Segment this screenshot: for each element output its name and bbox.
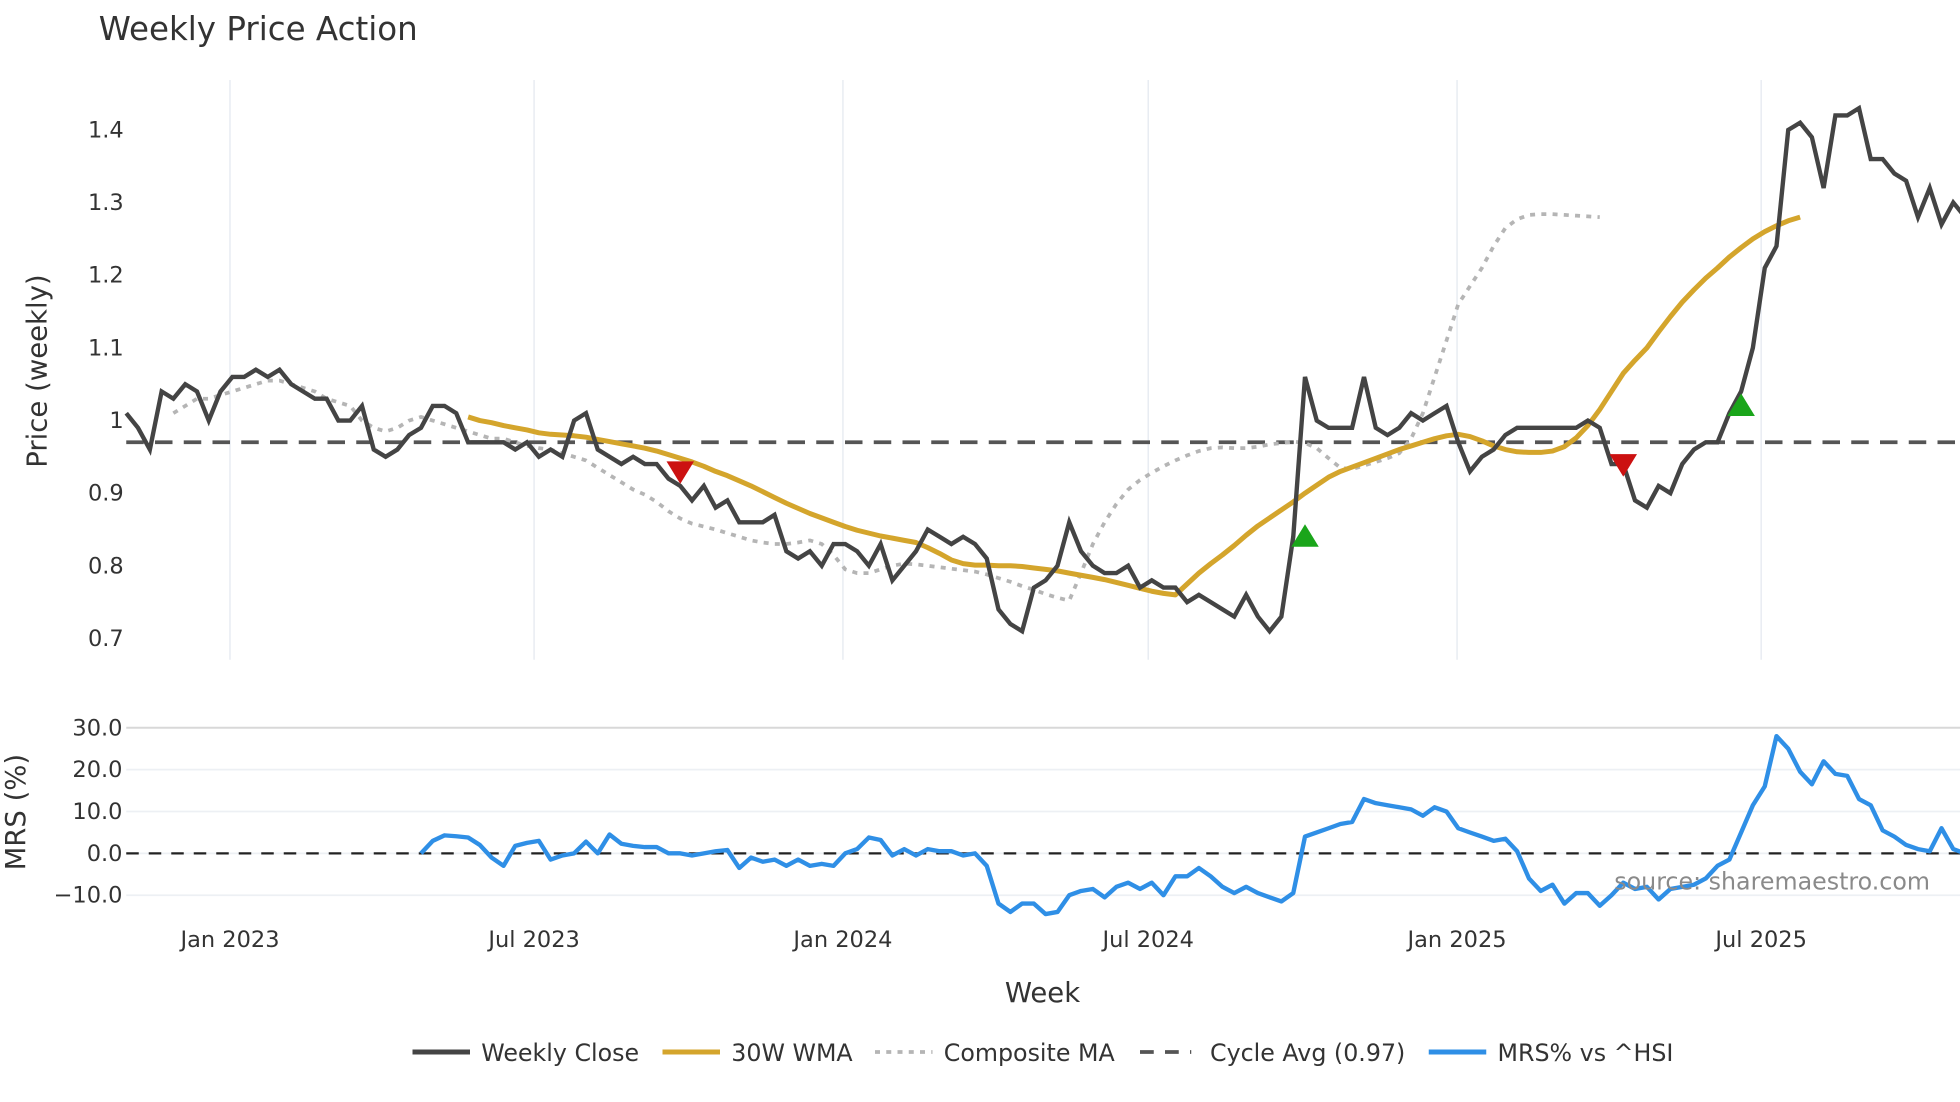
weekly-close-line — [124, 104, 1960, 635]
mrs-y-axis-ticks: 30.0 20.0 10.0 0.0 −10.0 — [54, 715, 123, 908]
x-tick-label: Jan 2023 — [178, 927, 279, 953]
legend-label: Composite MA — [944, 1039, 1116, 1067]
x-axis-ticks: Jan 2023 Jul 2023 Jan 2024 Jul 2024 Jan 2025… — [178, 927, 1806, 953]
mrs-tick-label: 30.0 — [72, 715, 122, 741]
sell-signal-triangle-down-icon — [1609, 454, 1638, 477]
legend-item-composite: Composite MA — [875, 1039, 1115, 1067]
price-tick-label: 1.4 — [88, 117, 124, 143]
price-tick-label: 1.1 — [88, 335, 124, 361]
x-tick-label: Jan 2024 — [791, 927, 892, 953]
mrs-tick-label: 20.0 — [72, 757, 122, 783]
price-tick-label: 0.7 — [88, 626, 124, 652]
legend-item-close: Weekly Close — [412, 1039, 639, 1067]
composite-ma-line — [172, 212, 1600, 603]
legend-label: MRS% vs ^HSI — [1498, 1039, 1674, 1067]
legend-label: Cycle Avg (0.97) — [1210, 1039, 1405, 1067]
price-y-axis-title: Price (weekly) — [21, 274, 53, 467]
legend: Weekly Close 30W WMA Composite MA Cycle Avg… — [412, 1039, 1674, 1067]
price-y-axis-ticks: 1.4 1.3 1.2 1.1 1 0.9 0.8 0.7 — [88, 117, 124, 651]
legend-item-cycle: Cycle Avg (0.97) — [1140, 1039, 1405, 1067]
legend-label: 30W WMA — [731, 1039, 853, 1067]
mrs-tick-label: −10.0 — [54, 883, 123, 909]
x-tick-label: Jul 2025 — [1713, 927, 1807, 953]
x-tick-label: Jan 2025 — [1406, 927, 1507, 953]
price-tick-label: 0.9 — [88, 481, 124, 507]
x-axis-title: Week — [1005, 977, 1080, 1009]
mrs-y-axis-title: MRS (%) — [0, 754, 32, 871]
price-tick-label: 1.2 — [88, 263, 124, 289]
signal-markers — [666, 393, 1755, 547]
watermark: source: sharemaestro.com — [1614, 868, 1930, 896]
mrs-line — [419, 733, 1960, 917]
price-tick-label: 0.8 — [88, 553, 124, 579]
buy-signal-triangle-up-icon — [1727, 393, 1755, 416]
wma-30w-line — [467, 214, 1801, 598]
sell-signal-triangle-down-icon — [666, 461, 695, 484]
price-tick-label: 1.3 — [88, 190, 124, 216]
x-tick-label: Jul 2024 — [1100, 927, 1194, 953]
legend-item-wma: 30W WMA — [662, 1039, 853, 1067]
mrs-gridlines — [126, 726, 1960, 897]
x-tick-label: Jul 2023 — [486, 927, 580, 953]
mrs-tick-label: 0.0 — [87, 841, 123, 867]
price-tick-label: 1 — [109, 408, 123, 434]
price-gridlines — [229, 79, 1762, 660]
buy-signal-triangle-up-icon — [1291, 524, 1319, 547]
legend-item-mrs: MRS% vs ^HSI — [1428, 1039, 1674, 1067]
legend-label: Weekly Close — [481, 1039, 639, 1067]
chart-title: Weekly Price Action — [99, 10, 418, 48]
mrs-tick-label: 10.0 — [72, 799, 122, 825]
